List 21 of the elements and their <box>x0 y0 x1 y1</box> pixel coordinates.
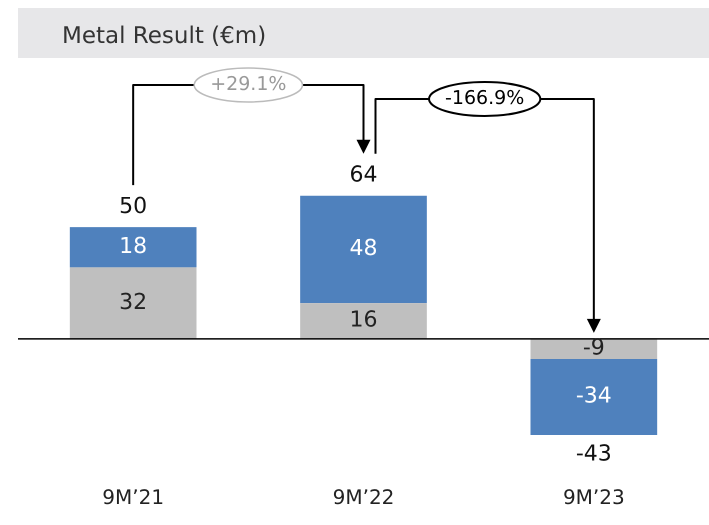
x-tick-label: 9M’23 <box>562 485 625 510</box>
data-label: -34 <box>576 384 612 409</box>
chart-title: Metal Result (€m) <box>18 8 709 58</box>
data-label: 48 <box>350 236 378 262</box>
total-label: -43 <box>576 442 612 467</box>
bar <box>530 338 658 359</box>
bar <box>300 303 427 339</box>
data-label: -9 <box>582 336 605 361</box>
text: -166.9% <box>445 86 524 109</box>
data-label: 18 <box>119 234 148 259</box>
data-label: 16 <box>350 308 378 333</box>
bar <box>300 196 427 304</box>
x-tick-label: 9M’22 <box>332 485 394 510</box>
bar <box>530 358 658 435</box>
data-label: 32 <box>119 290 148 315</box>
total-label: 64 <box>350 162 378 188</box>
bar <box>70 267 197 339</box>
total-label: 50 <box>119 194 148 219</box>
bar <box>70 227 197 268</box>
x-tick-label: 9M’21 <box>102 485 164 510</box>
text: +29.1% <box>210 72 286 95</box>
